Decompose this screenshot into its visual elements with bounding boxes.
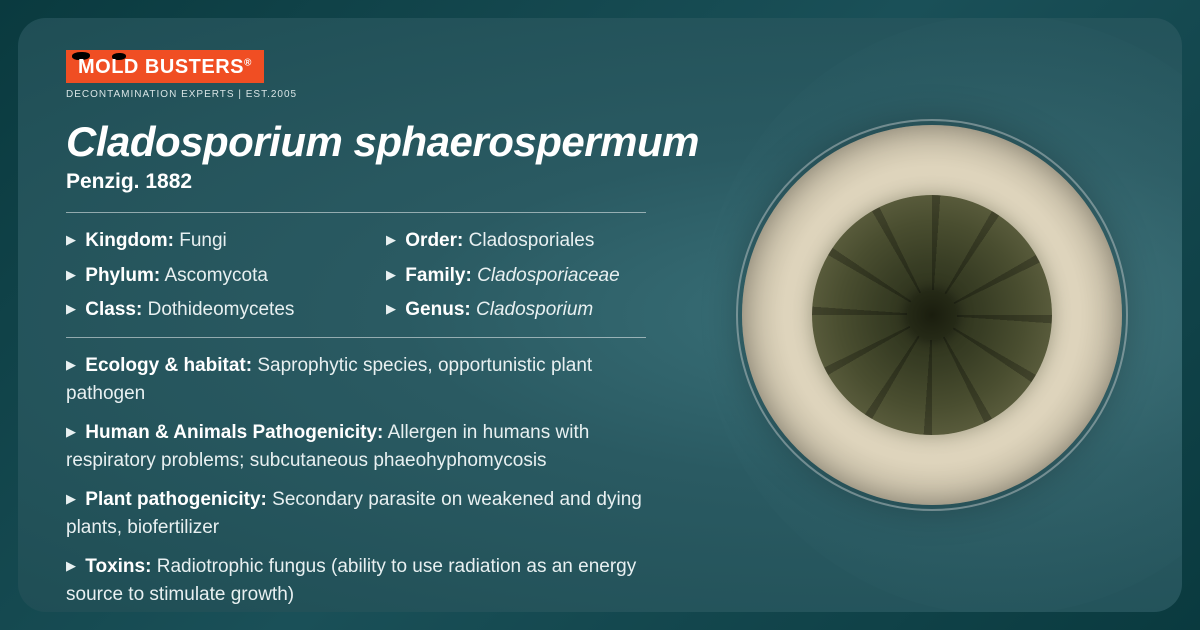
mold-colony	[812, 195, 1052, 435]
taxonomy-row: ▶ Family: Cladosporiaceae	[386, 262, 686, 291]
detail-row: ▶ Ecology & habitat: Saprophytic species…	[66, 352, 666, 409]
taxonomy-row: ▶ Kingdom: Fungi	[66, 227, 366, 256]
taxonomy-row: ▶ Order: Cladosporiales	[386, 227, 686, 256]
taxonomy-row: ▶ Phylum: Ascomycota	[66, 262, 366, 291]
brand-logo: MOLD BUSTERS®	[66, 50, 264, 83]
divider-top	[66, 212, 646, 213]
brand-logo-text: MOLD BUSTERS®	[78, 56, 252, 78]
petri-dish-image	[742, 125, 1122, 505]
details-list: ▶ Ecology & habitat: Saprophytic species…	[66, 352, 666, 610]
taxonomy-row: ▶ Class: Dothideomycetes	[66, 296, 366, 325]
taxonomy-row: ▶ Genus: Cladosporium	[386, 296, 686, 325]
detail-row: ▶ Human & Animals Pathogenicity: Allerge…	[66, 419, 666, 476]
petri-agar	[742, 125, 1122, 505]
info-card: MOLD BUSTERS® DECONTAMINATION EXPERTS | …	[18, 18, 1182, 612]
detail-row: ▶ Toxins: Radiotrophic fungus (ability t…	[66, 553, 666, 610]
divider-bottom	[66, 337, 646, 338]
detail-row: ▶ Plant pathogenicity: Secondary parasit…	[66, 486, 666, 543]
